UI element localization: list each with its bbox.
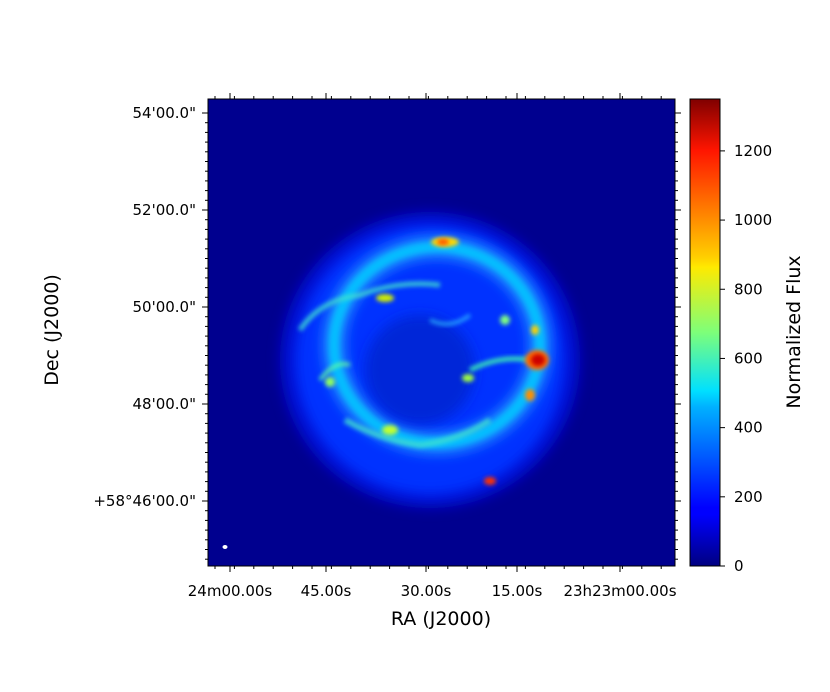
colorbar-tick-label: 200 — [734, 488, 763, 506]
y-tick-label: +58°46'00.0" — [93, 492, 196, 510]
y-tick-label: 54'00.0" — [132, 104, 196, 122]
y-axis: 54'00.0" 52'00.0" 50'00.0" 48'00.0" +58°… — [41, 104, 196, 510]
x-tick-label: 15.00s — [492, 582, 543, 600]
colorbar-tick-label: 1000 — [734, 211, 772, 229]
sky-image — [208, 99, 675, 566]
colorbar-tick-label: 1200 — [734, 142, 772, 160]
x-axis-label: RA (J2000) — [391, 608, 491, 630]
colorbar-ticks: 0 200 400 600 800 1000 1200 — [720, 142, 772, 575]
colorbar-tick-label: 400 — [734, 419, 763, 437]
y-tick-label: 50'00.0" — [132, 298, 196, 316]
axis-ticks — [202, 93, 681, 572]
y-tick-label: 52'00.0" — [132, 201, 196, 219]
y-axis-label: Dec (J2000) — [41, 274, 63, 386]
colorbar-gradient — [690, 99, 720, 566]
colorbar-label: Normalized Flux — [783, 255, 805, 408]
x-tick-label: 23h23m00.00s — [563, 582, 676, 600]
x-tick-label: 30.00s — [401, 582, 452, 600]
supernova-remnant — [280, 212, 580, 508]
beam-marker — [222, 545, 228, 549]
plot-frame — [207, 98, 676, 567]
colorbar-tick-label: 600 — [734, 349, 763, 367]
x-axis: 24m00.00s 45.00s 30.00s 15.00s 23h23m00.… — [188, 582, 677, 630]
x-tick-label: 45.00s — [301, 582, 352, 600]
colorbar-tick-label: 0 — [734, 557, 744, 575]
colorbar-frame — [689, 98, 721, 567]
colorbar-tick-label: 800 — [734, 280, 763, 298]
colorbar: 0 200 400 600 800 1000 1200 Normalized Flux — [689, 98, 805, 575]
x-tick-label: 24m00.00s — [188, 582, 273, 600]
y-tick-label: 48'00.0" — [132, 395, 196, 413]
